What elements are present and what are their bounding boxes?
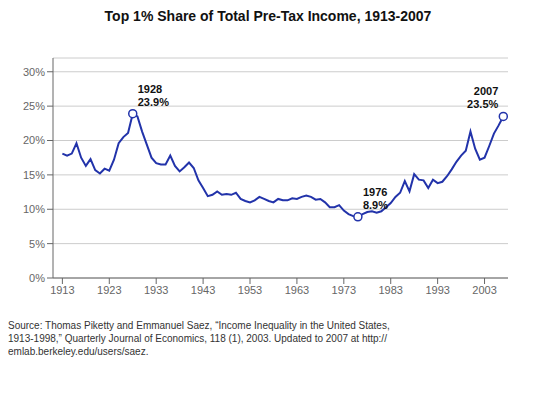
svg-text:1953: 1953 — [238, 284, 262, 296]
svg-text:10%: 10% — [23, 203, 45, 215]
svg-text:19768.9%: 19768.9% — [363, 186, 388, 211]
svg-text:0%: 0% — [29, 272, 45, 284]
svg-text:1933: 1933 — [144, 284, 168, 296]
svg-text:20%: 20% — [23, 134, 45, 146]
svg-text:1923: 1923 — [97, 284, 121, 296]
svg-text:200723.5%: 200723.5% — [467, 85, 498, 110]
svg-text:25%: 25% — [23, 100, 45, 112]
html-text:Top 1% Share of Total Pre-Tax: Top 1% Share of Total Pre-Tax Income, 19… — [104, 8, 432, 24]
svg-text:1973: 1973 — [332, 284, 356, 296]
svg-text:192823.9%: 192823.9% — [138, 83, 169, 108]
svg-text:2003: 2003 — [472, 284, 496, 296]
svg-text:1993: 1993 — [425, 284, 449, 296]
svg-text:15%: 15% — [23, 169, 45, 181]
svg-text:1983: 1983 — [378, 284, 402, 296]
svg-text:1943: 1943 — [191, 284, 215, 296]
svg-text:5%: 5% — [29, 238, 45, 250]
svg-text:1963: 1963 — [285, 284, 309, 296]
html-text:Source: Thomas Piketty and Emm: Source: Thomas Piketty and Emmanuel Saez… — [8, 320, 390, 357]
svg-text:30%: 30% — [23, 66, 45, 78]
svg-text:1913: 1913 — [50, 284, 74, 296]
